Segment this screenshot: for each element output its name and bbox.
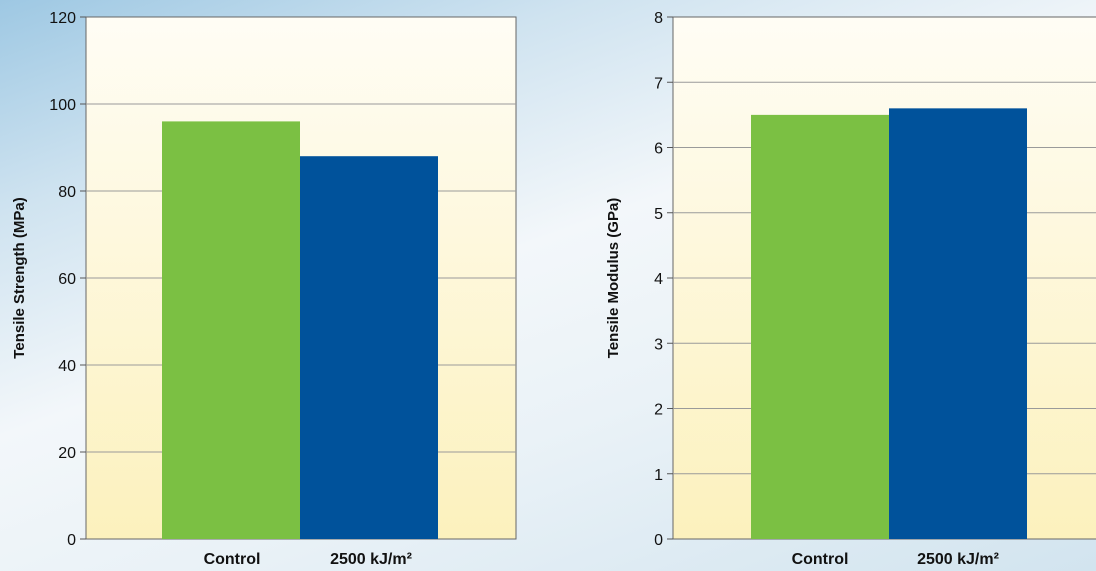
bar-2500-kj [889, 108, 1027, 539]
y-tick-label: 20 [58, 445, 76, 462]
y-tick-label: 0 [67, 532, 76, 549]
y-tick-label: 6 [654, 141, 663, 158]
x-category-label: Control [792, 551, 849, 568]
y-tick-label: 40 [58, 358, 76, 375]
y-tick-label: 2 [654, 402, 663, 419]
x-category-label: Control [204, 551, 261, 568]
y-tick-label: 7 [654, 75, 663, 92]
y-tick-label: 4 [654, 271, 663, 288]
y-tick-label: 60 [58, 271, 76, 288]
bar-control [162, 121, 300, 540]
y-axis-label: Tensile Modulus (GPa) [605, 198, 622, 359]
y-tick-label: 80 [58, 184, 76, 201]
y-tick-label: 1 [654, 467, 663, 484]
x-category-label: 2500 kJ/m² [330, 551, 412, 568]
tensile-modulus-chart: 0 1 2 3 4 5 6 7 8 Control 2500 kJ/m² Tensile Modu… [605, 10, 1096, 568]
y-tick-label: 8 [654, 10, 663, 27]
x-category-label: 2500 kJ/m² [917, 551, 999, 568]
y-tick-label: 0 [654, 532, 663, 549]
y-axis-label: Tensile Strength (MPa) [11, 197, 28, 358]
y-tick-label: 3 [654, 336, 663, 353]
y-tick-label: 100 [49, 97, 76, 114]
y-tick-label: 5 [654, 206, 663, 223]
bar-2500-kj [300, 156, 438, 539]
y-tick-label: 120 [49, 10, 76, 27]
tensile-strength-chart: 0 20 40 60 80 100 120 Control 2500 kJ/m² Tensil… [11, 10, 517, 568]
bar-control [751, 114, 889, 539]
